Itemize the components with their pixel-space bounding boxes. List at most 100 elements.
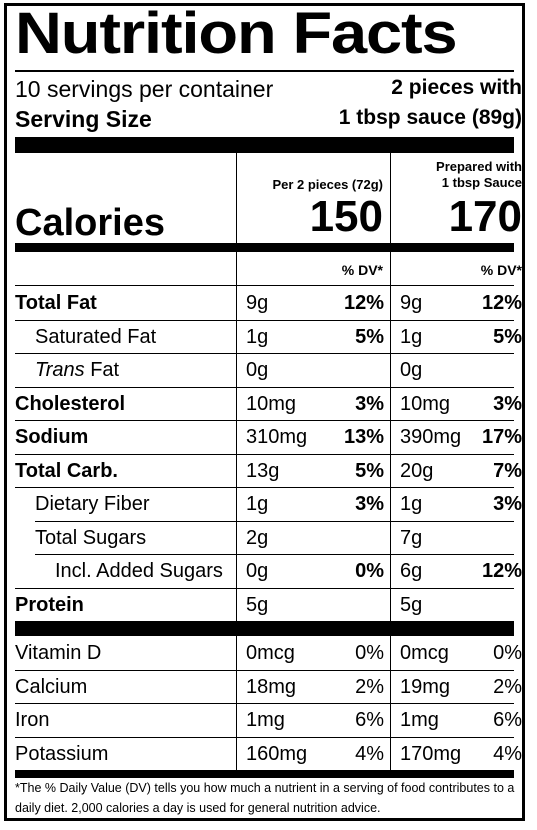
dv-col2: 5% — [493, 325, 522, 348]
nutrient-name: Total Fat — [15, 292, 97, 314]
dv-col2: 17% — [481, 426, 522, 448]
amount-col1: 0mcg — [246, 642, 295, 664]
column-divider — [390, 554, 391, 588]
dv-col1: 6% — [355, 709, 384, 731]
dv-header-col1: % DV* — [341, 262, 383, 278]
amount-col2: 1mg — [400, 709, 439, 731]
divider — [15, 487, 514, 488]
fat-label: Fat — [84, 359, 120, 381]
amount-col2: 5g — [400, 593, 423, 616]
thick-divider — [15, 243, 514, 252]
amount-col1: 310mg — [246, 426, 308, 448]
column-divider — [236, 736, 237, 770]
divider — [15, 386, 514, 388]
amount-col1: 1g — [246, 325, 269, 348]
column-divider — [390, 520, 391, 554]
nutrient-name-trans-fat: Trans Fat — [35, 359, 119, 382]
serving-size-line1: 2 pieces with — [391, 76, 522, 99]
column-divider — [236, 420, 237, 454]
amount-col2: 7g — [400, 526, 423, 549]
dv-col1: 3% — [355, 392, 384, 415]
divider — [15, 736, 514, 738]
amount-col2: 6g — [400, 560, 423, 582]
column-divider — [236, 520, 237, 554]
amount-col2: 1g — [400, 493, 423, 515]
divider — [15, 669, 514, 671]
column-divider — [390, 319, 391, 353]
dv-col2: 3% — [493, 392, 522, 415]
divider — [15, 453, 514, 455]
column-divider — [236, 587, 237, 621]
amount-col1: 1mg — [246, 709, 285, 731]
dv-col2: 12% — [481, 560, 522, 582]
column-divider — [390, 153, 391, 243]
divider — [15, 587, 514, 589]
amount-col1: 0g — [246, 359, 269, 381]
dv-col2: 3% — [493, 493, 522, 515]
amount-col1: 160mg — [246, 742, 308, 765]
column-divider — [390, 353, 391, 387]
column-divider — [390, 286, 391, 320]
amount-col1: 9g — [246, 292, 269, 314]
amount-col1: 13g — [246, 459, 280, 482]
serving-size-line2: 1 tbsp sauce (89g) — [338, 106, 522, 129]
column-divider — [236, 669, 237, 703]
column-divider — [236, 703, 237, 737]
amount-col1: 10mg — [246, 392, 297, 415]
column1-header: Per 2 pieces (72g) — [272, 177, 383, 192]
dv-col2: 2% — [493, 675, 522, 698]
divider — [15, 353, 514, 354]
column-divider — [390, 252, 391, 286]
divider — [15, 319, 514, 321]
thick-divider — [15, 137, 514, 153]
amount-col2: 20g — [400, 459, 434, 482]
dv-col1: 3% — [355, 493, 384, 515]
amount-col1: 1g — [246, 493, 269, 515]
vitamin-name: Calcium — [15, 675, 88, 698]
divider — [35, 554, 514, 555]
column-divider — [236, 153, 237, 243]
amount-col2: 170mg — [400, 742, 462, 765]
nutrient-name: Sodium — [15, 426, 89, 448]
column-divider — [236, 554, 237, 588]
dv-col2: 12% — [481, 292, 522, 314]
column-divider — [236, 319, 237, 353]
nutrient-name: Protein — [15, 593, 84, 616]
amount-col1: 5g — [246, 593, 269, 616]
dv-col2: 7% — [493, 459, 522, 482]
nutrient-name: Cholesterol — [15, 392, 126, 415]
footnote: *The % Daily Value (DV) tells you how mu… — [15, 781, 515, 815]
dv-col2: 0% — [493, 642, 522, 664]
divider — [35, 520, 514, 522]
dv-col1: 0% — [355, 642, 384, 664]
divider — [15, 70, 514, 72]
amount-col2: 9g — [400, 292, 423, 314]
dv-col1: 5% — [355, 325, 384, 348]
dv-col2: 6% — [493, 709, 522, 731]
divider — [15, 285, 514, 286]
serving-size-label: Serving Size — [15, 106, 152, 132]
label-title: Nutrition Facts — [15, 1, 458, 66]
column2-header-line1: Prepared with — [436, 159, 522, 174]
divider — [15, 703, 514, 704]
column-divider — [390, 487, 391, 521]
column-divider — [390, 636, 391, 670]
calories-col1: 150 — [309, 192, 383, 241]
amount-col2: 1g — [400, 325, 423, 348]
nutrient-name: Dietary Fiber — [35, 493, 150, 515]
nutrient-name: Total Sugars — [35, 526, 147, 549]
amount-col2: 10mg — [400, 392, 451, 415]
dv-col2: 4% — [493, 742, 522, 765]
dv-col1: 4% — [355, 742, 384, 765]
dv-col1: 5% — [355, 459, 384, 482]
divider — [15, 621, 514, 636]
amount-col1: 2g — [246, 526, 269, 549]
nutrient-name: Total Carb. — [15, 459, 118, 482]
column-divider — [236, 286, 237, 320]
column-divider — [390, 587, 391, 621]
amount-col1: 18mg — [246, 675, 297, 698]
dv-header-col2: % DV* — [480, 262, 522, 278]
column-divider — [236, 386, 237, 420]
vitamin-name: Potassium — [15, 742, 109, 765]
column-divider — [390, 669, 391, 703]
